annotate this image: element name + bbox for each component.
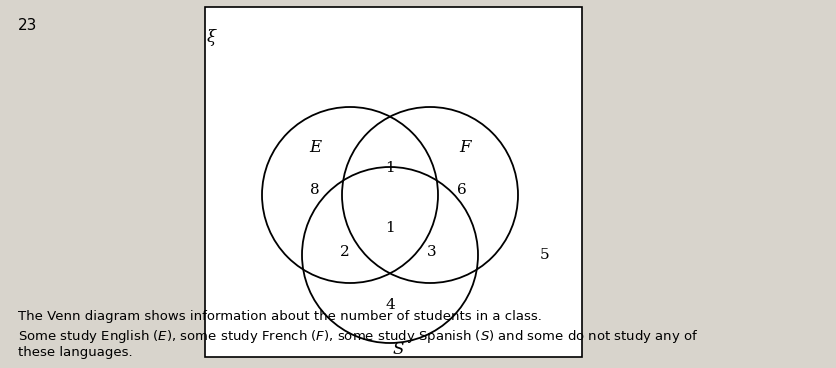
Text: 3: 3 (426, 245, 436, 259)
Text: 6: 6 (456, 183, 466, 197)
Text: ξ: ξ (206, 29, 216, 46)
Text: S: S (392, 342, 403, 358)
Text: 2: 2 (339, 245, 349, 259)
Bar (205, 7, 581, 357)
Text: 1: 1 (385, 161, 395, 175)
Text: 23: 23 (18, 18, 38, 33)
Text: 8: 8 (310, 183, 319, 197)
Text: 1: 1 (385, 221, 395, 235)
Text: 4: 4 (385, 298, 395, 312)
Text: Some study English ($E$), some study French ($F$), some study Spanish ($S$) and : Some study English ($E$), some study Fre… (18, 328, 698, 345)
Text: 5: 5 (539, 248, 549, 262)
Text: The Venn diagram shows information about the number of students in a class.: The Venn diagram shows information about… (18, 310, 541, 323)
Text: E: E (308, 139, 321, 156)
Text: these languages.: these languages. (18, 346, 132, 359)
Text: F: F (459, 139, 470, 156)
